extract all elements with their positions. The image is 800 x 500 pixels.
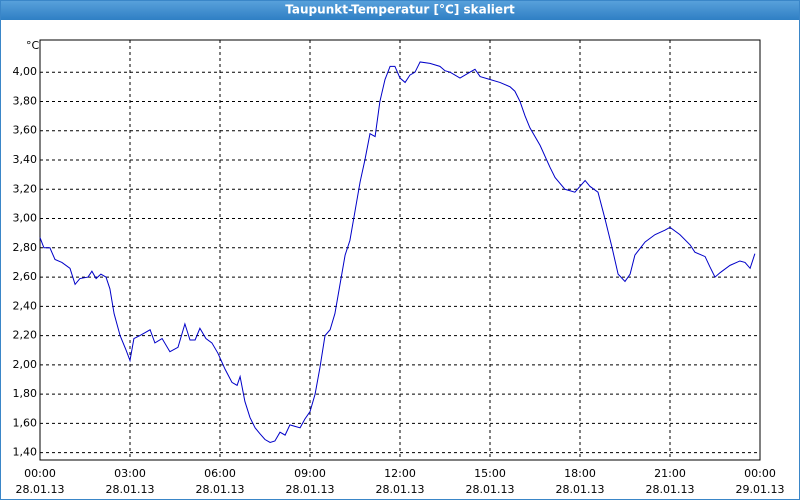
plot-frame bbox=[39, 39, 761, 461]
x-tick-label: 00:00 bbox=[744, 467, 776, 480]
x-tick-date: 28.01.13 bbox=[16, 483, 65, 496]
y-tick-label: 2,80 bbox=[13, 241, 38, 254]
x-tick-date: 28.01.13 bbox=[106, 483, 155, 496]
y-tick-label: 3,00 bbox=[13, 212, 38, 225]
y-tick-label: 1,40 bbox=[13, 446, 38, 459]
x-tick-date: 28.01.13 bbox=[196, 483, 245, 496]
x-tick-date: 29.01.13 bbox=[736, 483, 785, 496]
y-tick-label: 4,00 bbox=[13, 65, 38, 78]
x-tick-label: 12:00 bbox=[384, 467, 416, 480]
y-tick-label: 2,40 bbox=[13, 299, 38, 312]
x-tick-label: 03:00 bbox=[114, 467, 146, 480]
x-tick-date: 28.01.13 bbox=[466, 483, 515, 496]
y-tick-label: 2,00 bbox=[13, 358, 38, 371]
y-tick-label: 3,80 bbox=[13, 94, 38, 107]
x-tick-date: 28.01.13 bbox=[646, 483, 695, 496]
y-tick-label: 3,60 bbox=[13, 124, 38, 137]
y-tick-label: 1,80 bbox=[13, 387, 38, 400]
x-tick-label: 06:00 bbox=[204, 467, 236, 480]
y-tick-label: 1,60 bbox=[13, 416, 38, 429]
x-tick-label: 18:00 bbox=[564, 467, 596, 480]
x-tick-date: 28.01.13 bbox=[556, 483, 605, 496]
chart-title: Taupunkt-Temperatur [°C] skaliert bbox=[285, 3, 515, 17]
y-tick-label: 3,40 bbox=[13, 153, 38, 166]
y-tick-label: 2,60 bbox=[13, 270, 38, 283]
y-tick-label: 3,20 bbox=[13, 182, 38, 195]
x-tick-label: 00:00 bbox=[24, 467, 56, 480]
title-bar bbox=[0, 0, 800, 20]
x-tick-label: 09:00 bbox=[294, 467, 326, 480]
y-unit: °C bbox=[26, 39, 40, 52]
data-line bbox=[39, 61, 756, 443]
x-tick-date: 28.01.13 bbox=[286, 483, 335, 496]
x-tick-date: 28.01.13 bbox=[376, 483, 425, 496]
x-tick-label: 15:00 bbox=[474, 467, 506, 480]
x-tick-label: 21:00 bbox=[654, 467, 686, 480]
y-tick-label: 2,20 bbox=[13, 329, 38, 342]
